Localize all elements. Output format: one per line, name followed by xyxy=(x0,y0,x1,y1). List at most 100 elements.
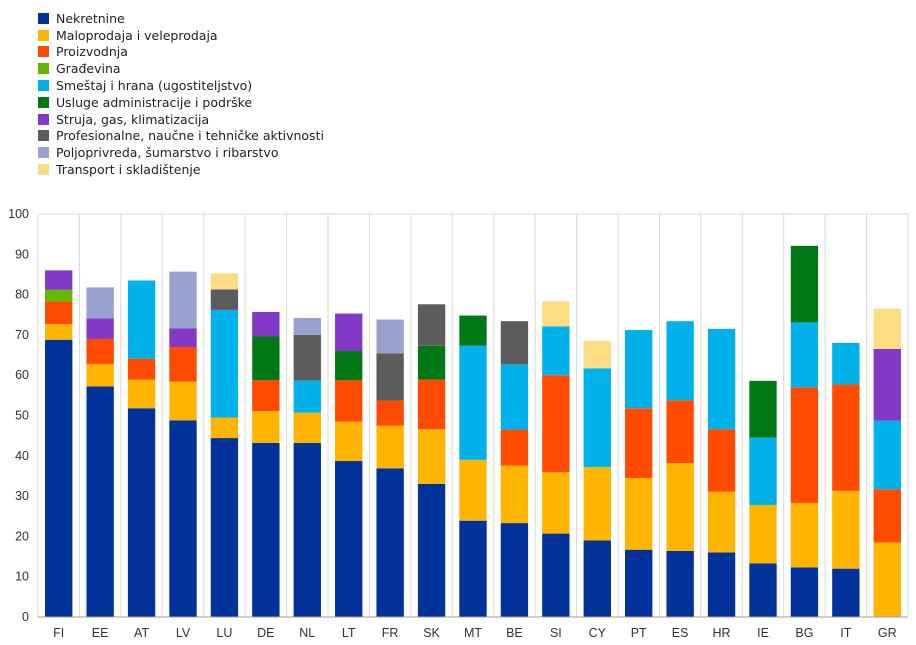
legend-label: Poljoprivreda, šumarstvo i ribarstvo xyxy=(56,145,279,161)
x-tick-label-bg: BG xyxy=(795,626,813,640)
y-tick-label: 100 xyxy=(8,207,29,221)
legend-label: Maloprodaja i veleprodaja xyxy=(56,27,218,43)
bar-segment-de-proizvodnja xyxy=(252,380,280,412)
bar-segment-si-transport-i-skladistenje xyxy=(542,301,570,327)
bar-segment-be-proizvodnja xyxy=(500,429,529,466)
x-tick-label-cy: CY xyxy=(589,626,607,640)
bar-segment-be-smestaj-i-hrana-ugostiteljstvo xyxy=(500,364,529,430)
bar-segment-si-smestaj-i-hrana-ugostiteljstvo xyxy=(542,326,570,376)
x-tick-label-de: DE xyxy=(257,626,274,640)
bar-segment-fi-proizvodnja xyxy=(45,301,73,325)
bar-segment-bg-smestaj-i-hrana-ugostiteljstvo xyxy=(790,322,819,388)
legend-item-maloprodaja-i-veleprodaja: Maloprodaja i veleprodaja xyxy=(38,27,324,44)
x-tick-label-pt: PT xyxy=(631,626,647,640)
bar-segment-gr-smestaj-i-hrana-ugostiteljstvo xyxy=(873,420,901,490)
bar-segment-lt-struja-gas-klimatizacija xyxy=(335,313,363,352)
x-tick-label-it: IT xyxy=(840,626,851,640)
bar-segment-at-maloprodaja-i-veleprodaja xyxy=(127,379,156,409)
x-tick-label-hr: HR xyxy=(713,626,731,640)
bar-segment-de-nekretnine xyxy=(252,442,280,617)
legend-label: Smeštaj i hrana (ugostiteljstvo) xyxy=(56,78,253,94)
bar-segment-lu-transport-i-skladistenje xyxy=(210,273,239,290)
legend-swatch xyxy=(38,130,49,142)
bar-segment-si-maloprodaja-i-veleprodaja xyxy=(542,472,570,534)
bar-segment-es-maloprodaja-i-veleprodaja xyxy=(666,463,694,551)
legend-item-transport-i-skladistenje: Transport i skladištenje xyxy=(38,161,324,178)
y-tick-label: 90 xyxy=(15,247,29,261)
bar-segment-pt-maloprodaja-i-veleprodaja xyxy=(625,477,653,550)
legend-item-nekretnine: Nekretnine xyxy=(38,10,324,27)
bar-segment-ee-nekretnine xyxy=(86,386,114,617)
bar-segment-it-proizvodnja xyxy=(832,384,860,491)
bar-segment-fr-proizvodnja xyxy=(376,400,404,426)
bar-segment-at-nekretnine xyxy=(127,408,156,617)
bar-segment-ie-maloprodaja-i-veleprodaja xyxy=(749,504,777,564)
bar-segment-gr-maloprodaja-i-veleprodaja xyxy=(873,542,901,617)
bar-segment-lt-maloprodaja-i-veleprodaja xyxy=(335,421,363,462)
bar-segment-lu-maloprodaja-i-veleprodaja xyxy=(210,417,239,439)
bar-segment-ee-struja-gas-klimatizacija xyxy=(86,318,114,339)
legend-item-gradevina: Građevina xyxy=(38,60,324,77)
legend-label: Profesionalne, naučne i tehničke aktivno… xyxy=(56,128,324,144)
y-tick-label: 60 xyxy=(15,368,29,382)
legend-label: Struja, gas, klimatizacija xyxy=(56,111,210,127)
bar-segment-it-nekretnine xyxy=(832,568,860,617)
bar-segment-es-proizvodnja xyxy=(666,400,694,464)
bar-segment-mt-nekretnine xyxy=(459,520,487,617)
x-tick-label-gr: GR xyxy=(878,626,897,640)
legend-swatch xyxy=(38,96,49,108)
legend-swatch xyxy=(38,63,49,75)
x-tick-label-es: ES xyxy=(672,626,689,640)
legend-label: Transport i skladištenje xyxy=(56,162,201,178)
bar-segment-sk-usluge-administracije-i-podrske xyxy=(417,345,446,380)
bar-segment-hr-nekretnine xyxy=(707,552,736,617)
y-tick-label: 50 xyxy=(15,409,29,423)
bar-segment-si-proizvodnja xyxy=(542,375,570,473)
bar-segment-ee-maloprodaja-i-veleprodaja xyxy=(86,363,114,387)
legend-swatch xyxy=(38,46,49,58)
bar-segment-fi-maloprodaja-i-veleprodaja xyxy=(45,324,73,340)
bar-segment-ie-nekretnine xyxy=(749,563,777,617)
x-tick-label-sk: SK xyxy=(423,626,440,640)
legend-swatch xyxy=(38,12,49,24)
y-tick-label: 10 xyxy=(15,570,29,584)
bar-segment-cy-transport-i-skladistenje xyxy=(583,340,611,369)
bar-segment-sk-proizvodnja xyxy=(417,379,446,430)
x-tick-label-si: SI xyxy=(550,626,562,640)
bar-segment-mt-maloprodaja-i-veleprodaja xyxy=(459,459,487,521)
bar-segment-hr-proizvodnja xyxy=(707,429,736,492)
bar-segment-nl-profesionalne-naucne-i-tehnicke-aktivnosti xyxy=(293,334,321,381)
x-tick-label-lv: LV xyxy=(176,626,191,640)
axis-layer: 0 10 20 30 40 50 60 70 80 90 100 FI EE AT LV LU DE NL LT FR… xyxy=(8,207,908,640)
bar-segment-sk-maloprodaja-i-veleprodaja xyxy=(417,429,446,485)
bar-segment-gr-transport-i-skladistenje xyxy=(873,308,901,350)
bar-segment-nl-poljoprivreda-sumarstvo-i-ribarstvo xyxy=(293,317,321,335)
bar-segment-lu-smestaj-i-hrana-ugostiteljstvo xyxy=(210,309,239,418)
bar-segment-lu-profesionalne-naucne-i-tehnicke-aktivnosti xyxy=(210,289,239,310)
x-tick-label-ie: IE xyxy=(757,626,769,640)
bar-segment-fr-nekretnine xyxy=(376,468,404,617)
legend-label: Nekretnine xyxy=(56,10,125,26)
bar-segment-nl-smestaj-i-hrana-ugostiteljstvo xyxy=(293,380,321,413)
bar-segment-lt-nekretnine xyxy=(335,461,363,617)
bar-segment-bg-nekretnine xyxy=(790,567,819,617)
grid-layer xyxy=(37,213,909,617)
legend-item-profesionalne-naucne-i-tehnicke-aktivnosti: Profesionalne, naučne i tehničke aktivno… xyxy=(38,128,324,145)
bar-segment-mt-smestaj-i-hrana-ugostiteljstvo xyxy=(459,345,487,460)
bar-segment-pt-nekretnine xyxy=(625,549,653,617)
bar-segment-cy-nekretnine xyxy=(583,540,611,617)
bar-segment-lv-maloprodaja-i-veleprodaja xyxy=(169,381,197,421)
y-tick-label: 80 xyxy=(15,288,29,302)
bar-segment-sk-profesionalne-naucne-i-tehnicke-aktivnosti xyxy=(417,304,446,346)
x-tick-label-lt: LT xyxy=(342,626,356,640)
bars-layer xyxy=(45,245,901,617)
bar-segment-si-nekretnine xyxy=(542,533,570,617)
bar-segment-nl-maloprodaja-i-veleprodaja xyxy=(293,412,321,443)
bar-segment-es-nekretnine xyxy=(666,550,694,617)
bar-segment-cy-maloprodaja-i-veleprodaja xyxy=(583,467,611,541)
bar-segment-bg-proizvodnja xyxy=(790,387,819,503)
bar-segment-bg-usluge-administracije-i-podrske xyxy=(790,245,819,323)
legend-item-struja-gas-klimatizacija: Struja, gas, klimatizacija xyxy=(38,111,324,128)
bar-segment-ie-usluge-administracije-i-podrske xyxy=(749,380,777,438)
y-tick-label: 40 xyxy=(15,449,29,463)
